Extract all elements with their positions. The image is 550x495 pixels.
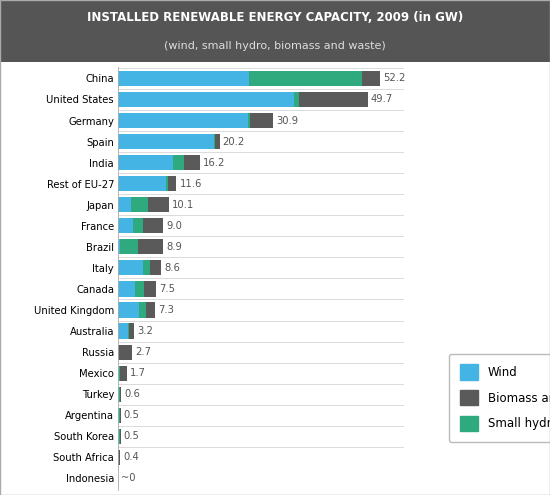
Text: ~0: ~0: [121, 474, 136, 484]
Bar: [118, 408, 120, 423]
Bar: [135, 281, 144, 297]
Bar: [119, 429, 120, 444]
Bar: [118, 302, 139, 318]
Bar: [120, 387, 121, 402]
Bar: [249, 71, 361, 86]
Bar: [213, 134, 214, 149]
Bar: [144, 218, 163, 233]
Text: 0.4: 0.4: [123, 452, 139, 462]
Bar: [118, 113, 248, 128]
Text: 2.7: 2.7: [135, 347, 151, 357]
Text: 0.5: 0.5: [124, 431, 140, 442]
Bar: [118, 197, 131, 212]
Bar: [144, 281, 156, 297]
Bar: [133, 218, 144, 233]
Bar: [118, 239, 120, 254]
Bar: [118, 450, 120, 465]
Bar: [118, 366, 119, 381]
Text: 11.6: 11.6: [179, 179, 202, 189]
Bar: [361, 71, 380, 86]
Text: 30.9: 30.9: [276, 115, 299, 126]
Legend: Wind, Biomass and waste, Small hydro: Wind, Biomass and waste, Small hydro: [449, 354, 550, 442]
Text: 1.7: 1.7: [130, 368, 146, 378]
Bar: [118, 92, 294, 107]
Bar: [118, 218, 133, 233]
Bar: [173, 155, 184, 170]
Bar: [138, 239, 163, 254]
Text: 49.7: 49.7: [371, 95, 393, 104]
Text: 8.6: 8.6: [164, 263, 180, 273]
Text: (wind, small hydro, biomass and waste): (wind, small hydro, biomass and waste): [164, 41, 386, 51]
Text: 16.2: 16.2: [202, 157, 225, 168]
Bar: [248, 113, 250, 128]
Bar: [128, 324, 129, 339]
Bar: [250, 113, 273, 128]
Text: 7.5: 7.5: [159, 284, 175, 294]
Text: 52.2: 52.2: [383, 73, 405, 83]
Text: 10.1: 10.1: [172, 200, 194, 210]
Bar: [139, 302, 146, 318]
Text: 0.6: 0.6: [124, 389, 140, 399]
Bar: [146, 302, 155, 318]
Bar: [150, 260, 161, 276]
Bar: [294, 92, 299, 107]
Text: 3.2: 3.2: [138, 326, 153, 336]
Bar: [118, 345, 132, 360]
Bar: [168, 176, 177, 191]
Text: INSTALLED RENEWABLE ENERGY CAPACITY, 2009 (in GW): INSTALLED RENEWABLE ENERGY CAPACITY, 200…: [87, 11, 463, 24]
Bar: [120, 239, 138, 254]
Text: 20.2: 20.2: [223, 137, 245, 147]
Bar: [118, 324, 128, 339]
Bar: [131, 197, 149, 212]
Text: 0.5: 0.5: [124, 410, 140, 420]
Bar: [299, 92, 367, 107]
Bar: [119, 387, 120, 402]
Bar: [118, 71, 249, 86]
Bar: [118, 134, 213, 149]
Bar: [166, 176, 168, 191]
Bar: [129, 324, 134, 339]
Bar: [118, 155, 173, 170]
Bar: [143, 260, 150, 276]
Bar: [148, 197, 169, 212]
Bar: [118, 176, 166, 191]
Bar: [118, 260, 143, 276]
Text: 7.3: 7.3: [158, 305, 174, 315]
Bar: [119, 366, 120, 381]
Bar: [214, 134, 219, 149]
Bar: [118, 281, 135, 297]
Bar: [184, 155, 200, 170]
Text: 8.9: 8.9: [166, 242, 182, 252]
Text: 9.0: 9.0: [167, 221, 182, 231]
Bar: [120, 366, 127, 381]
